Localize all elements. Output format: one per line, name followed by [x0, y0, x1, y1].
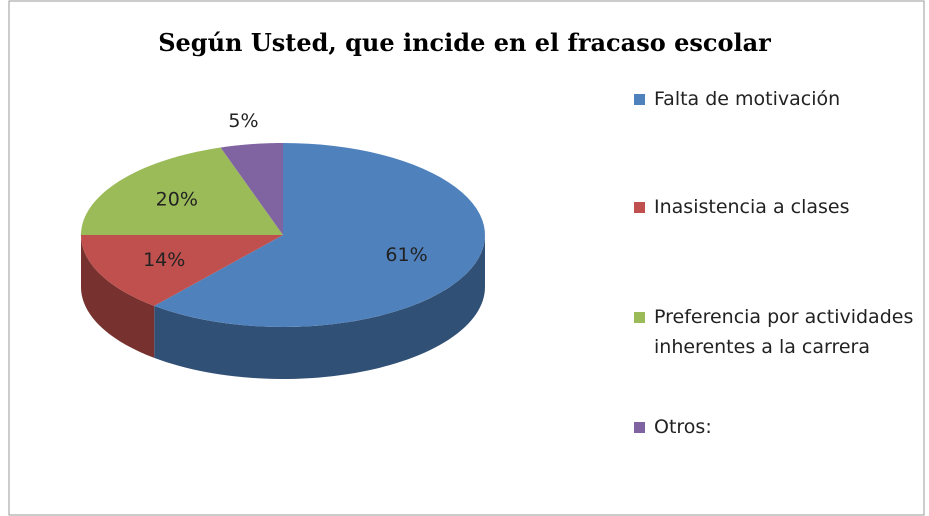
- legend-swatch: [634, 202, 645, 213]
- data-label: 20%: [156, 188, 198, 210]
- legend-swatch: [634, 312, 645, 323]
- legend-label: Preferencia por actividades inherentes a…: [654, 306, 914, 358]
- pie-slice: [81, 235, 283, 306]
- data-label: 61%: [385, 244, 427, 266]
- chart-title: Según Usted, que incide en el fracaso es…: [158, 28, 771, 57]
- frame: [8, 0, 925, 516]
- legend-item: Falta de motivación: [634, 84, 924, 114]
- legend-label: Inasistencia a clases: [654, 196, 850, 218]
- data-label: 5%: [228, 110, 258, 132]
- pie-side: [154, 235, 485, 379]
- legend-swatch: [634, 94, 645, 105]
- legend-label: Falta de motivación: [654, 88, 841, 110]
- pie-side: [81, 235, 155, 358]
- legend-item: Inasistencia a clases: [634, 192, 924, 222]
- legend-item: Otros:: [634, 412, 924, 442]
- legend-swatch: [634, 422, 645, 433]
- pie-slice: [154, 143, 485, 327]
- legend-item: Preferencia por actividades inherentes a…: [634, 302, 924, 362]
- legend-label: Otros:: [654, 416, 712, 438]
- pie-slice: [81, 147, 283, 235]
- data-label: 14%: [143, 249, 185, 271]
- pie-slice: [220, 143, 283, 235]
